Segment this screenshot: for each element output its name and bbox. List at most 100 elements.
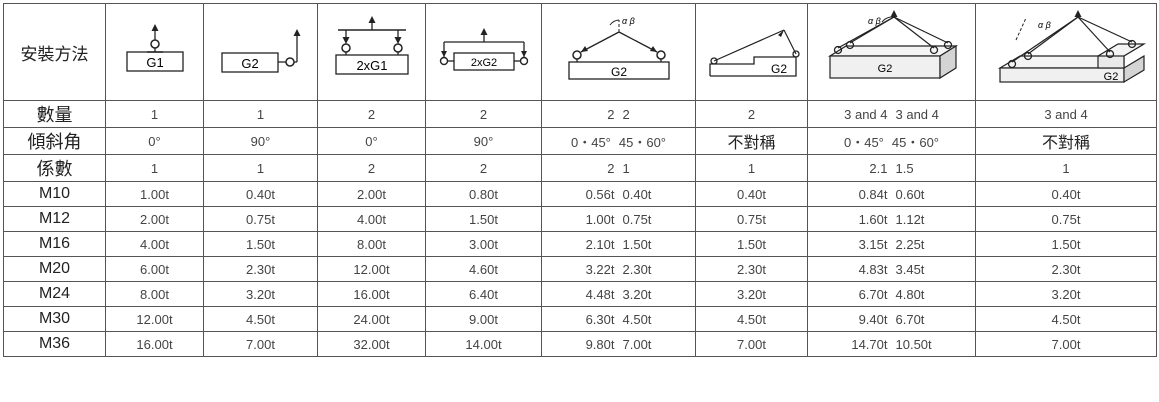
load-cell: 9.00t xyxy=(425,306,542,332)
angle-cell: 0・45° 45・60° xyxy=(807,127,976,155)
load-value-b: 10.50t xyxy=(895,336,932,352)
angle-label-5: α β xyxy=(622,16,635,26)
bolt-size-label: M12 xyxy=(3,206,106,232)
quantity-value-a: 2 xyxy=(607,106,615,122)
diagram-label-8: G2 xyxy=(1104,71,1119,83)
load-cell: 2.30t xyxy=(203,256,318,282)
double-side-lift-diagram: 2xG2 xyxy=(439,28,529,71)
method-diagram-5: α β G2 xyxy=(541,3,696,101)
bolt-size-label: M30 xyxy=(3,306,106,332)
load-cell: 3.15t 2.25t xyxy=(807,231,976,257)
load-value-b: 2.25t xyxy=(895,236,925,252)
load-cell: 6.30t 4.50t xyxy=(541,306,696,332)
factor-value-b: 1.5 xyxy=(895,160,914,176)
load-cell: 4.50t xyxy=(975,306,1157,332)
quantity-cell: 2 xyxy=(695,100,808,128)
load-cell: 4.00t xyxy=(317,206,426,232)
load-row: M36 16.00t 7.00t 32.00t 14.00t 9.80t 7.00t 7.00… xyxy=(3,331,1157,357)
load-cell: 0.75t xyxy=(975,206,1157,232)
angle-cell: 不對稱 xyxy=(695,127,808,155)
quantity-label: 數量 xyxy=(3,100,106,128)
quantity-cell: 1 xyxy=(105,100,204,128)
multi-leg-lift-diagram: G2 α β xyxy=(827,10,959,80)
angle-cell: 不對稱 xyxy=(975,127,1157,155)
bolt-size-label: M24 xyxy=(3,281,106,307)
load-value-a: 3.22t xyxy=(585,261,615,277)
load-cell: 12.00t xyxy=(317,256,426,282)
factor-value-a: 2 xyxy=(607,160,615,176)
load-cell: 7.00t xyxy=(975,331,1157,357)
load-row: M12 2.00t 0.75t 4.00t 1.50t 1.00t 0.75t 0.75t 1.… xyxy=(3,206,1157,232)
diagram-label-7: G2 xyxy=(878,63,893,75)
factor-cell: 1 xyxy=(695,154,808,182)
load-value-a: 9.80t xyxy=(585,336,615,352)
load-cell: 8.00t xyxy=(317,231,426,257)
factor-cell: 2.1 1.5 xyxy=(807,154,976,182)
load-cell: 0.75t xyxy=(203,206,318,232)
load-cell: 1.00t 0.75t xyxy=(541,206,696,232)
load-cell: 3.20t xyxy=(975,281,1157,307)
angle-cell: 90° xyxy=(203,127,318,155)
method-diagram-3: 2xG1 xyxy=(317,3,426,101)
load-value-a: 1.00t xyxy=(585,211,615,227)
load-cell: 1.50t xyxy=(203,231,318,257)
quantity-cell: 2 xyxy=(317,100,426,128)
load-cell: 9.80t 7.00t xyxy=(541,331,696,357)
load-cell: 0.56t 0.40t xyxy=(541,181,696,207)
load-cell: 1.60t 1.12t xyxy=(807,206,976,232)
load-cell: 4.48t 3.20t xyxy=(541,281,696,307)
method-diagram-2: G2 xyxy=(203,3,318,101)
bolt-size-label: M36 xyxy=(3,331,106,357)
load-value-b: 1.50t xyxy=(622,236,652,252)
quantity-cell: 3 and 4 3 and 4 xyxy=(807,100,976,128)
load-value-a: 1.60t xyxy=(858,211,888,227)
load-cell: 0.84t 0.60t xyxy=(807,181,976,207)
method-diagram-4: 2xG2 xyxy=(425,3,542,101)
load-cell: 12.00t xyxy=(105,306,204,332)
factor-cell: 2 xyxy=(317,154,426,182)
load-cell: 2.10t 1.50t xyxy=(541,231,696,257)
method-diagram-6: G2 xyxy=(695,3,808,101)
angle-cell: 0・45° 45・60° xyxy=(541,127,696,155)
method-diagram-1: G1 xyxy=(105,3,204,101)
vertical-single-lift-diagram: G1 xyxy=(126,24,184,72)
load-cell: 1.50t xyxy=(425,206,542,232)
load-cell: 0.40t xyxy=(975,181,1157,207)
load-cell: 0.80t xyxy=(425,181,542,207)
load-value-a: 4.48t xyxy=(585,286,615,302)
load-cell: 7.00t xyxy=(695,331,808,357)
load-cell: 4.50t xyxy=(695,306,808,332)
asymmetric-multi-leg-diagram: G2 α β xyxy=(997,10,1147,84)
quantity-cell: 3 and 4 xyxy=(975,100,1157,128)
load-cell: 7.00t xyxy=(203,331,318,357)
load-cell: 4.60t xyxy=(425,256,542,282)
load-value-b: 4.50t xyxy=(622,311,652,327)
angle-label: 傾斜角 xyxy=(3,127,106,155)
load-cell: 3.20t xyxy=(695,281,808,307)
load-cell: 4.00t xyxy=(105,231,204,257)
diagram-label-1: G1 xyxy=(146,55,163,70)
load-value-a: 3.15t xyxy=(858,236,888,252)
quantity-value-b: 2 xyxy=(622,106,630,122)
load-value-a: 4.83t xyxy=(858,261,888,277)
load-row: M20 6.00t 2.30t 12.00t 4.60t 3.22t 2.30t 2.30t 4… xyxy=(3,256,1157,282)
installation-method-label: 安裝方法 xyxy=(3,3,106,101)
quantity-value-a: 3 and 4 xyxy=(844,106,888,122)
load-cell: 1.50t xyxy=(975,231,1157,257)
diagram-label-2: G2 xyxy=(241,56,258,71)
load-value-a: 9.40t xyxy=(858,311,888,327)
load-value-b: 0.40t xyxy=(622,186,652,202)
load-row: M10 1.00t 0.40t 2.00t 0.80t 0.56t 0.40t 0.40t 0.… xyxy=(3,181,1157,207)
load-cell: 6.70t 4.80t xyxy=(807,281,976,307)
diagram-label-3: 2xG1 xyxy=(356,58,387,73)
diagram-label-5: G2 xyxy=(611,65,627,79)
load-cell: 4.50t xyxy=(203,306,318,332)
load-cell: 3.00t xyxy=(425,231,542,257)
factor-value-b: 1 xyxy=(622,160,630,176)
method-diagram-8: G2 α β xyxy=(975,3,1157,101)
load-table: 安裝方法 G1 G2 xyxy=(3,3,1157,357)
